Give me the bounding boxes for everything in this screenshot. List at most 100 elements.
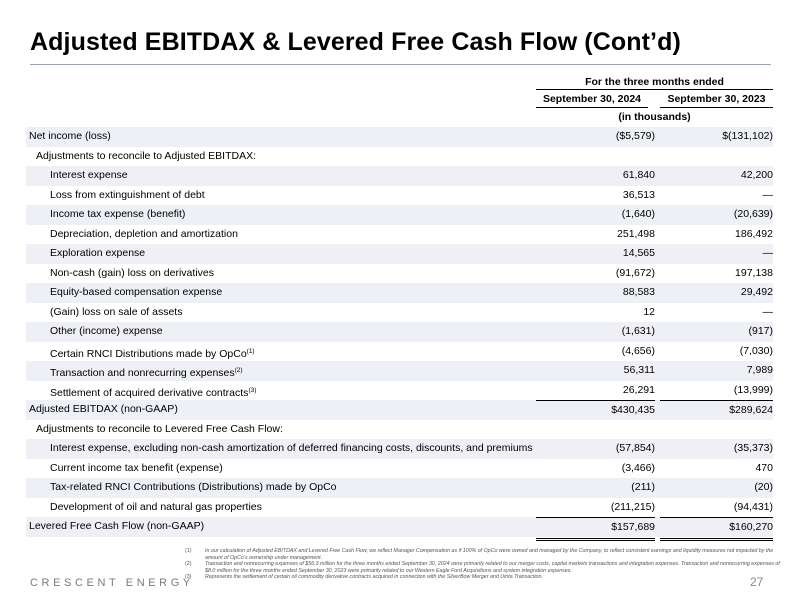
row-label: Depreciation, depletion and amortization [50, 227, 238, 240]
column-header-rule-2024 [536, 107, 648, 108]
row-label: (Gain) loss on sale of assets [50, 305, 183, 318]
page-number: 27 [750, 575, 764, 589]
row-label: Transaction and nonrecurring expenses(2) [50, 367, 243, 379]
value-2024: (57,854) [615, 442, 655, 454]
value-2023: 186,492 [735, 227, 773, 240]
value-2023: (13,999) [733, 383, 773, 396]
value-2024: 14,565 [622, 247, 655, 259]
row-label: Non-cash (gain) loss on derivatives [50, 266, 214, 279]
footnote-text: Transaction and nonrecurring expenses of… [205, 561, 780, 574]
value-2024: (1,631) [621, 325, 655, 337]
row-label: Interest expense, excluding non-cash amo… [50, 442, 533, 454]
row-label: Income tax expense (benefit) [50, 208, 186, 220]
value-2023: 29,492 [740, 286, 773, 298]
value-2023: (94,431) [733, 500, 773, 513]
table-row: Exploration expense 14,565 — [26, 244, 773, 264]
footnote: (2) Transaction and nonrecurring expense… [185, 561, 780, 574]
table-row: Certain RNCI Distributions made by OpCo(… [26, 342, 773, 362]
row-label: Levered Free Cash Flow (non-GAAP) [29, 520, 205, 532]
table-row: Interest expense, excluding non-cash amo… [26, 439, 773, 459]
title-divider [30, 64, 771, 65]
table-row: Non-cash (gain) loss on derivatives (91,… [26, 264, 773, 284]
value-2023: 7,989 [746, 364, 773, 376]
table-row: Other (income) expense (1,631) (917) [26, 322, 773, 342]
value-2023: $(131,102) [722, 130, 773, 142]
table-row: Depreciation, depletion and amortization… [26, 225, 773, 245]
value-2023: (35,373) [733, 442, 773, 454]
page-title: Adjusted EBITDAX & Levered Free Cash Flo… [30, 28, 681, 56]
value-2024: 251,498 [617, 227, 655, 240]
footnote-text: In our calculation of Adjusted EBITDAX a… [205, 548, 774, 561]
table-row-adjusted-ebitdax-total: Adjusted EBITDAX (non-GAAP) $430,435 $28… [26, 400, 773, 420]
row-label: Tax-related RNCI Contributions (Distribu… [50, 481, 337, 493]
row-label: Certain RNCI Distributions made by OpCo(… [50, 347, 255, 360]
table-row-adjustments-ebitdax-heading: Adjustments to reconcile to Adjusted EBI… [26, 147, 773, 167]
value-2024: (91,672) [615, 266, 655, 279]
value-2023: (917) [748, 325, 773, 337]
period-header-rule [536, 89, 773, 90]
table-row-adjustments-lfcf-heading: Adjustments to reconcile to Levered Free… [26, 420, 773, 440]
value-2024: 12 [643, 305, 655, 318]
reconciliation-table: Net income (loss) ($5,579) $(131,102) Ad… [26, 127, 773, 541]
table-row: Tax-related RNCI Contributions (Distribu… [26, 478, 773, 498]
table-row: Income tax expense (benefit) (1,640) (20… [26, 205, 773, 225]
table-row: Transaction and nonrecurring expenses(2)… [26, 361, 773, 381]
value-2024: 26,291 [622, 383, 655, 396]
footnote-marker: (2) [234, 367, 243, 374]
value-2024: (211,215) [610, 500, 655, 513]
row-label: Adjusted EBITDAX (non-GAAP) [29, 403, 178, 415]
value-2024: (4,656) [621, 344, 655, 357]
row-label: Equity-based compensation expense [50, 286, 223, 298]
value-2024: 56,311 [623, 364, 655, 376]
value-2024: (3,466) [621, 461, 655, 474]
row-label: Net income (loss) [29, 130, 111, 142]
footnote-text: Represents the settlement of certain oil… [205, 574, 543, 581]
value-2024: (1,640) [621, 208, 655, 220]
table-row-net-income: Net income (loss) ($5,579) $(131,102) [26, 127, 773, 147]
table-row-levered-fcf-total: Levered Free Cash Flow (non-GAAP) $157,6… [26, 517, 773, 541]
footnote: (3) Represents the settlement of certain… [185, 574, 780, 581]
table-row: Development of oil and natural gas prope… [26, 498, 773, 518]
footnote-marker: (1) [246, 347, 255, 355]
value-2023: $160,270 [660, 517, 773, 541]
table-row: Current income tax benefit (expense) (3,… [26, 459, 773, 479]
value-2023: (7,030) [739, 344, 773, 357]
footnote-number: (2) [185, 561, 192, 568]
column-header-rule-2023 [660, 107, 773, 108]
table-row: (Gain) loss on sale of assets 12 — [26, 303, 773, 323]
row-label: Interest expense [50, 169, 128, 181]
row-label: Exploration expense [50, 247, 146, 259]
row-label: Other (income) expense [50, 325, 163, 337]
table-row: Loss from extinguishment of debt 36,513 … [26, 186, 773, 206]
column-header-2023: September 30, 2023 [667, 93, 766, 105]
value-2024: 88,583 [622, 286, 655, 298]
value-2024: 61,840 [622, 169, 655, 181]
row-label: Development of oil and natural gas prope… [50, 500, 262, 513]
value-2023: 197,138 [735, 266, 773, 279]
footnote: (1) In our calculation of Adjusted EBITD… [185, 548, 780, 561]
column-header-2024: September 30, 2024 [542, 93, 642, 105]
footnote-marker: (3) [248, 386, 257, 394]
value-2024: $430,435 [536, 400, 655, 421]
row-label: Current income tax benefit (expense) [50, 461, 223, 474]
value-2023: $289,624 [660, 400, 773, 421]
value-2023: 42,200 [740, 169, 773, 181]
row-label: Adjustments to reconcile to Levered Free… [36, 422, 283, 435]
units-header: (in thousands) [618, 111, 691, 123]
footnotes: (1) In our calculation of Adjusted EBITD… [185, 548, 780, 581]
table-row: Equity-based compensation expense 88,583… [26, 283, 773, 303]
value-2023: (20) [754, 481, 773, 493]
value-2023: — [762, 188, 774, 201]
footnote-number: (1) [185, 548, 192, 554]
row-label: Loss from extinguishment of debt [50, 188, 205, 201]
value-2024: $157,689 [536, 517, 655, 541]
value-2023: (20,639) [733, 208, 773, 220]
footnote-number: (3) [185, 574, 192, 581]
value-2024: ($5,579) [615, 130, 655, 142]
row-label: Adjustments to reconcile to Adjusted EBI… [36, 149, 257, 162]
value-2024: (211) [631, 481, 655, 493]
value-2024: 36,513 [622, 188, 655, 201]
company-logo-text: CRESCENT ENERGY [30, 577, 194, 589]
table-row: Settlement of acquired derivative contra… [26, 381, 773, 401]
row-label: Settlement of acquired derivative contra… [50, 386, 257, 399]
